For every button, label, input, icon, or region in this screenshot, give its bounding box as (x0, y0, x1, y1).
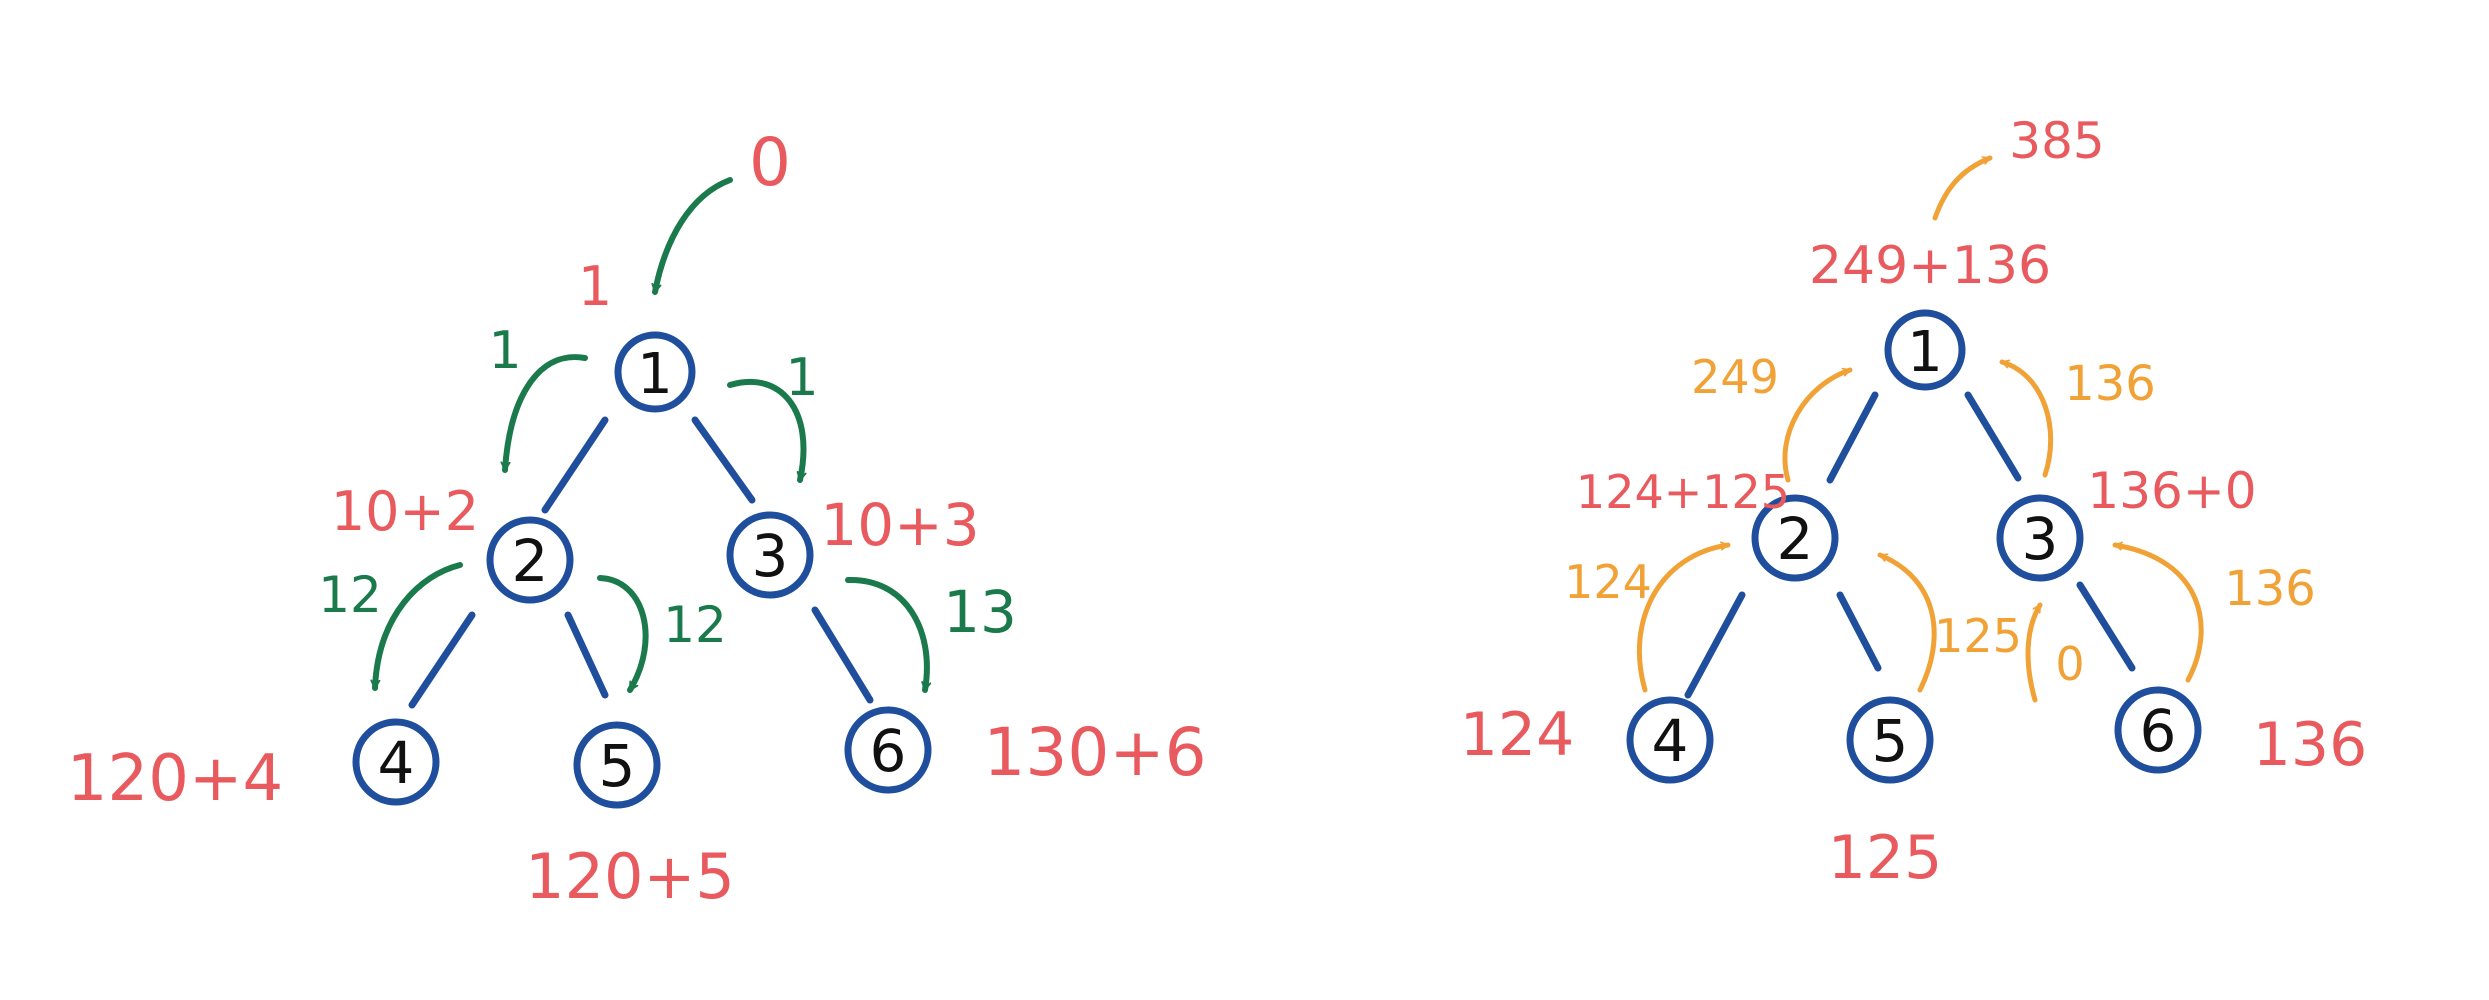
arrow-1-to-2 (505, 354, 588, 473)
edge-r-1-3 (1964, 391, 2022, 482)
left-node-4-label: 4 (378, 729, 415, 797)
root-output-label: 385 (2009, 112, 2104, 170)
arrow-label-to-node3: 1 (785, 348, 818, 408)
arrow-label-from-node2: 249 (1691, 350, 1779, 404)
edge-1-3 (691, 416, 756, 504)
right-node-4-label: 4 (1652, 707, 1689, 775)
arrow-3-to-6 (845, 576, 927, 693)
node6-value-label-r: 136 (2253, 710, 2368, 780)
arrow-2-to-1 (1782, 367, 1853, 483)
arrow-label-to-node4: 12 (318, 566, 382, 624)
arrow-1-to-3 (727, 378, 804, 483)
right-node-1: 1 (1884, 309, 1966, 391)
node2-value-label: 10+2 (331, 480, 479, 543)
left-node-6-label: 6 (870, 717, 907, 785)
node3-value-label: 10+3 (820, 491, 979, 559)
node1-value-label: 1 (578, 255, 612, 318)
left-node-4: 4 (352, 718, 440, 806)
arrow-label-from-node4: 124 (1564, 555, 1652, 609)
left-node-3: 3 (726, 511, 814, 599)
right-node-1-label: 1 (1907, 320, 1943, 385)
arrow-2-to-5 (597, 575, 649, 693)
left-green-arrows (375, 177, 927, 693)
right-node-3: 3 (1996, 494, 2084, 582)
arrow-empty-to-3 (2025, 602, 2043, 703)
left-node-2: 2 (486, 516, 574, 604)
edge-r-3-6 (2076, 581, 2136, 672)
node4-value-label: 120+4 (67, 742, 284, 816)
right-edges (1684, 391, 2136, 699)
arrow-2-to-4 (375, 562, 463, 691)
right-nodes: 1 2 3 4 5 6 (1626, 309, 2202, 784)
left-node-2-label: 2 (512, 527, 549, 595)
left-node-5: 5 (573, 721, 661, 809)
node3-sum-label: 136+0 (2087, 462, 2256, 520)
root-input-label: 0 (749, 124, 791, 201)
left-node-6: 6 (844, 706, 932, 794)
node1-sum-label: 249+136 (1809, 236, 2051, 296)
right-red-labels: 385 249+136 124+125 136+0 124 125 136 (1460, 112, 2368, 893)
right-node-3-label: 3 (2022, 505, 2059, 573)
arrow-5-to-2 (1877, 552, 1937, 693)
edge-r-2-5 (1836, 591, 1882, 672)
arrow-3-to-1 (1999, 359, 2054, 478)
node5-value-label-r: 125 (1828, 823, 1943, 893)
left-nodes: 1 2 3 4 5 6 (352, 331, 932, 809)
edge-2-4 (408, 611, 476, 709)
right-node-5-label: 5 (1872, 707, 1909, 775)
left-green-labels: 1 1 12 12 13 (318, 321, 1017, 654)
arrow-label-from-empty: 0 (2055, 637, 2084, 691)
left-node-3-label: 3 (752, 522, 789, 590)
left-node-1: 1 (614, 331, 696, 413)
edge-1-2 (541, 416, 609, 514)
arrow-up-root (1932, 155, 1993, 221)
left-node-5-label: 5 (599, 732, 636, 800)
arrow-6-to-3 (2112, 545, 2204, 683)
right-node-6: 6 (2114, 686, 2202, 774)
right-orange-labels: 249 136 124 125 0 136 (1564, 350, 2316, 691)
arrow-4-to-2 (1636, 545, 1731, 693)
right-node-6-label: 6 (2140, 697, 2177, 765)
right-node-2: 2 (1751, 494, 1839, 582)
arrow-label-from-node3: 136 (2064, 356, 2156, 412)
arrow-label-from-node6: 136 (2224, 561, 2316, 617)
edge-r-1-2 (1826, 391, 1879, 484)
left-edges (408, 416, 874, 709)
edge-2-5 (564, 611, 609, 699)
left-node-1-label: 1 (637, 342, 673, 407)
arrow-label-to-node5: 12 (663, 596, 727, 654)
right-node-4: 4 (1626, 696, 1714, 784)
arrow-label-from-node5: 125 (1934, 609, 2022, 663)
right-node-2-label: 2 (1777, 505, 1814, 573)
arrow-label-to-node2: 1 (488, 321, 521, 381)
left-red-labels: 0 1 10+2 10+3 120+4 120+5 130+6 (67, 124, 1207, 913)
node5-value-label: 120+5 (525, 840, 735, 913)
arrow-label-to-node6: 13 (943, 578, 1017, 646)
node2-sum-label: 124+125 (1576, 465, 1790, 519)
edge-r-2-4 (1684, 591, 1746, 699)
left-tree: 1 2 3 4 5 6 0 (67, 124, 1207, 913)
right-tree: 1 2 3 4 5 6 385 (1460, 112, 2368, 893)
arrow-into-root (655, 177, 733, 295)
right-orange-arrows (1636, 155, 2204, 703)
node6-value-label: 130+6 (983, 714, 1206, 791)
edge-3-6 (811, 606, 874, 704)
right-node-5: 5 (1846, 696, 1934, 784)
node4-value-label-r: 124 (1460, 700, 1575, 770)
